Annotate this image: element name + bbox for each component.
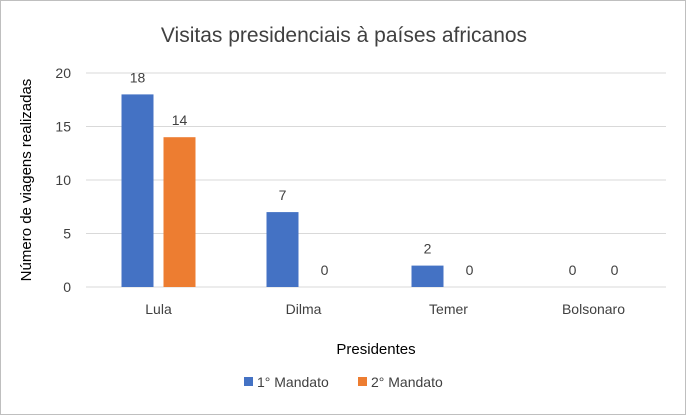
bar [121,94,154,288]
data-label: 14 [172,112,188,128]
x-tick-label: Temer [429,301,468,317]
y-axis-title: Número de viagens realizadas [18,79,35,282]
legend-swatch [244,377,253,386]
y-tick-label: 15 [55,119,71,135]
y-tick-label: 10 [55,172,71,188]
legend-label: 1° Mandato [257,374,329,390]
y-tick-label: 0 [63,279,71,295]
x-axis-title: Presidentes [336,341,415,358]
bar [411,265,444,287]
data-label: 18 [130,69,146,85]
x-tick-label: Bolsonaro [562,301,625,317]
data-label: 0 [569,262,577,278]
x-tick-label: Dilma [286,301,322,317]
data-label: 0 [466,262,474,278]
data-label: 0 [321,262,329,278]
bar [266,212,299,287]
data-labels: 18 14 7 0 2 0 0 0 [130,69,619,278]
x-axis-ticks: Lula Dilma Temer Bolsonaro [145,301,625,317]
x-tick-label: Lula [145,301,172,317]
legend-swatch [358,377,367,386]
data-label: 7 [279,187,287,203]
legend-label: 2° Mandato [371,374,443,390]
chart-title: Visitas presidenciais à países africanos [161,24,527,47]
y-tick-label: 20 [55,65,71,81]
data-label: 0 [611,262,619,278]
legend: 1° Mandato 2° Mandato [244,374,443,390]
data-label: 2 [424,241,432,257]
bar [163,137,196,287]
bars [121,94,444,288]
y-axis-ticks: 0 5 10 15 20 [55,65,71,295]
y-tick-label: 5 [63,226,71,242]
